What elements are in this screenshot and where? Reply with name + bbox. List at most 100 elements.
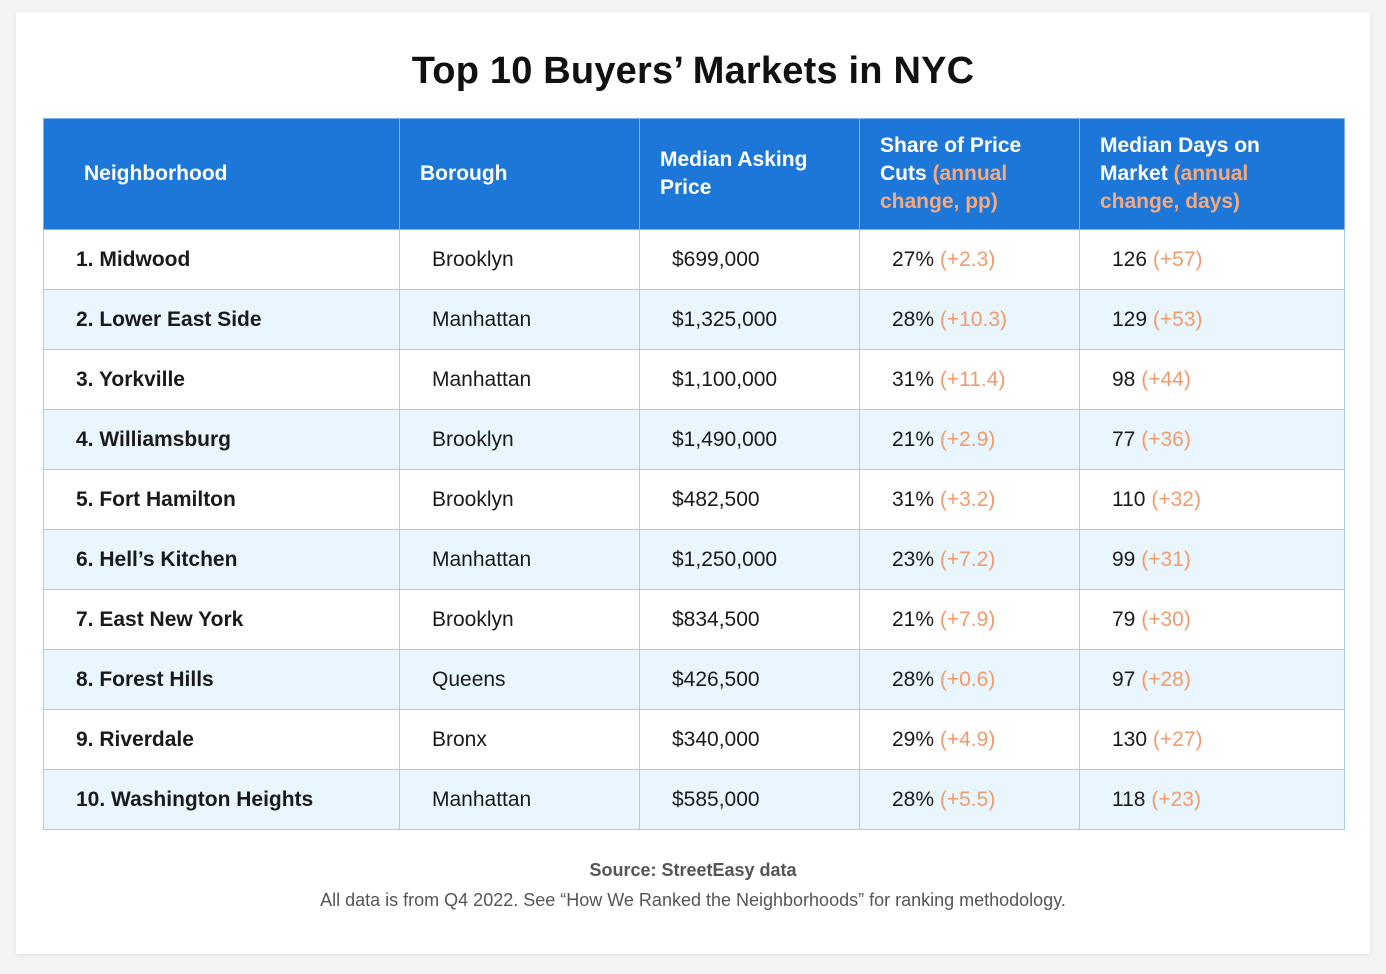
median-days-on-market-value: 79 [1112,607,1136,631]
neighborhood-name: 2. Lower East Side [76,307,262,331]
borough-name: Brooklyn [432,427,514,451]
cell-median-asking-price: $340,000 [639,709,860,770]
borough-name: Queens [432,667,506,691]
neighborhood-name: 8. Forest Hills [76,667,214,691]
cell-neighborhood: 10. Washington Heights [43,769,400,830]
cell-share-of-price-cuts: 28% (+0.6) [859,649,1080,710]
cell-median-asking-price: $1,250,000 [639,529,860,590]
cell-median-asking-price: $834,500 [639,589,860,650]
header-share-of-price-cuts: Share of Price Cuts (annual change, pp) [859,118,1080,230]
table-row: 3. Yorkville Manhattan $1,100,000 31% (+11.… [43,349,1345,410]
cell-median-days-on-market: 129 (+53) [1079,289,1345,350]
infographic-card: Top 10 Buyers’ Markets in NYC Neighborho… [16,12,1370,954]
cell-borough: Manhattan [399,769,640,830]
share-of-price-cuts-value: 29% [892,727,935,751]
cell-borough: Manhattan [399,289,640,350]
cell-share-of-price-cuts: 31% (+3.2) [859,469,1080,530]
median-days-on-market-value: 126 [1112,247,1148,271]
header-median-asking-price: Median Asking Price [639,118,860,230]
table-row: 9. Riverdale Bronx $340,000 29% (+4.9) 130 (… [43,709,1345,770]
cell-median-days-on-market: 97 (+28) [1079,649,1345,710]
cell-neighborhood: 6. Hell’s Kitchen [43,529,400,590]
cell-median-days-on-market: 99 (+31) [1079,529,1345,590]
median-days-on-market-change: (+30) [1141,607,1191,631]
neighborhood-name: 7. East New York [76,607,244,631]
cell-median-days-on-market: 110 (+32) [1079,469,1345,530]
table-header-row: Neighborhood Borough Median Asking Price… [43,118,1345,230]
cell-median-days-on-market: 126 (+57) [1079,229,1345,290]
median-days-on-market-value: 118 [1112,787,1146,811]
share-of-price-cuts-value: 27% [892,247,935,271]
table-body: 1. Midwood Brooklyn $699,000 27% (+2.3) 126 … [43,229,1345,830]
median-days-on-market-change: (+57) [1152,247,1203,271]
table-row: 4. Williamsburg Brooklyn $1,490,000 21% (+2… [43,409,1345,470]
cell-median-asking-price: $1,325,000 [639,289,860,350]
neighborhood-name: 5. Fort Hamilton [76,487,236,511]
cell-share-of-price-cuts: 29% (+4.9) [859,709,1080,770]
cell-median-days-on-market: 77 (+36) [1079,409,1345,470]
neighborhood-name: 10. Washington Heights [76,787,314,811]
cell-borough: Manhattan [399,529,640,590]
cell-borough: Bronx [399,709,640,770]
borough-name: Brooklyn [432,487,514,511]
neighborhood-name: 9. Riverdale [76,727,194,751]
median-days-on-market-value: 130 [1112,727,1148,751]
median-days-on-market-change: (+31) [1141,547,1191,571]
cell-median-days-on-market: 130 (+27) [1079,709,1345,770]
cell-median-asking-price: $426,500 [639,649,860,710]
header-share-of-price-cuts-sublabel: (annual change, pp) [880,162,1008,213]
page-title: Top 10 Buyers’ Markets in NYC [411,50,975,92]
neighborhood-name: 4. Williamsburg [76,427,232,451]
share-of-price-cuts-change: (+10.3) [939,307,1007,331]
share-of-price-cuts-value: 31% [892,487,935,511]
share-of-price-cuts-value: 28% [892,307,935,331]
table-row: 2. Lower East Side Manhattan $1,325,000 28%… [43,289,1345,350]
cell-neighborhood: 7. East New York [43,589,400,650]
header-borough: Borough [399,118,640,230]
table-row: 6. Hell’s Kitchen Manhattan $1,250,000 23% … [43,529,1345,590]
median-days-on-market-value: 99 [1112,547,1136,571]
share-of-price-cuts-change: (+7.9) [939,607,996,631]
cell-share-of-price-cuts: 21% (+2.9) [859,409,1080,470]
median-days-on-market-change: (+32) [1151,487,1201,511]
borough-name: Manhattan [432,307,532,331]
cell-neighborhood: 9. Riverdale [43,709,400,770]
median-asking-price: $1,490,000 [672,427,778,451]
median-asking-price: $699,000 [672,247,760,271]
cell-borough: Brooklyn [399,589,640,650]
table-row: 8. Forest Hills Queens $426,500 28% (+0.6) 9… [43,649,1345,710]
cell-median-days-on-market: 79 (+30) [1079,589,1345,650]
cell-median-asking-price: $1,100,000 [639,349,860,410]
median-days-on-market-value: 77 [1112,427,1136,451]
cell-neighborhood: 8. Forest Hills [43,649,400,710]
median-asking-price: $482,500 [672,487,760,511]
median-asking-price: $426,500 [672,667,760,691]
median-days-on-market-value: 110 [1112,487,1146,511]
borough-name: Brooklyn [432,607,514,631]
table-row: 10. Washington Heights Manhattan $585,000 2… [43,769,1345,830]
borough-name: Manhattan [432,787,532,811]
neighborhood-name: 6. Hell’s Kitchen [76,547,238,571]
share-of-price-cuts-change: (+4.9) [939,727,996,751]
cell-neighborhood: 2. Lower East Side [43,289,400,350]
median-days-on-market-change: (+44) [1141,367,1191,391]
header-median-days-on-market: Median Days on Market (annual change, da… [1079,118,1345,230]
cell-share-of-price-cuts: 31% (+11.4) [859,349,1080,410]
borough-name: Bronx [432,727,487,751]
cell-median-asking-price: $482,500 [639,469,860,530]
table-row: 5. Fort Hamilton Brooklyn $482,500 31% (+3.… [43,469,1345,530]
median-asking-price: $340,000 [672,727,760,751]
median-days-on-market-value: 129 [1112,307,1148,331]
share-of-price-cuts-change: (+2.9) [939,427,996,451]
cell-share-of-price-cuts: 21% (+7.9) [859,589,1080,650]
cell-borough: Brooklyn [399,229,640,290]
cell-median-asking-price: $699,000 [639,229,860,290]
median-asking-price: $1,325,000 [672,307,778,331]
cell-median-days-on-market: 98 (+44) [1079,349,1345,410]
borough-name: Brooklyn [432,247,514,271]
share-of-price-cuts-change: (+0.6) [939,667,996,691]
median-days-on-market-value: 98 [1112,367,1136,391]
cell-borough: Brooklyn [399,409,640,470]
header-neighborhood: Neighborhood [43,118,400,230]
table-row: 1. Midwood Brooklyn $699,000 27% (+2.3) 126 … [43,229,1345,290]
